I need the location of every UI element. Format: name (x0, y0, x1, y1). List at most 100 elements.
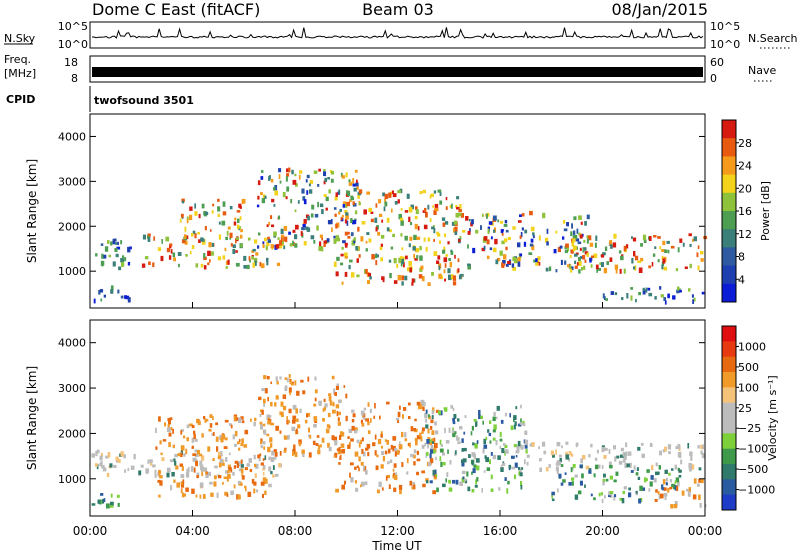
heatmap-cell (568, 482, 572, 486)
heatmap-cell (384, 450, 388, 455)
heatmap-cell (260, 440, 263, 445)
heatmap-cell (270, 471, 273, 475)
heatmap-cell (544, 237, 549, 243)
heatmap-cell (444, 221, 449, 225)
heatmap-cell (278, 168, 282, 173)
heatmap-cell (184, 240, 188, 245)
heatmap-cell (593, 497, 596, 501)
heatmap-cell (433, 228, 436, 234)
heatmap-cell (555, 230, 558, 234)
heatmap-cell (344, 252, 348, 257)
heatmap-cell (117, 459, 121, 463)
heatmap-cell (661, 484, 664, 490)
heatmap-cell (382, 278, 385, 283)
heatmap-cell (284, 377, 288, 380)
heatmap-cell (333, 261, 337, 267)
colorbar-segment (722, 372, 736, 388)
heatmap-cell (233, 484, 236, 489)
heatmap-cell (159, 475, 163, 479)
heatmap-cell (483, 236, 488, 241)
heatmap-cell (459, 481, 463, 486)
heatmap-cell (340, 253, 344, 257)
heatmap-cell (363, 209, 367, 215)
heatmap-cell (434, 442, 438, 448)
heatmap-cell (96, 449, 100, 454)
heatmap-cell (474, 484, 478, 488)
heatmap-cell (191, 233, 194, 237)
heatmap-cell (381, 276, 385, 281)
heatmap-cell (578, 215, 582, 220)
heatmap-cell (101, 263, 104, 267)
heatmap-cell (362, 451, 366, 457)
heatmap-cell (239, 205, 242, 209)
heatmap-cell (427, 237, 431, 242)
heatmap-cell (360, 481, 365, 487)
heatmap-cell (328, 395, 332, 402)
heatmap-cell (181, 198, 185, 203)
heatmap-cell (427, 443, 429, 449)
heatmap-cell (120, 258, 124, 263)
velocity-data-cells (91, 374, 707, 509)
heatmap-cell (653, 235, 657, 238)
heatmap-cell (421, 444, 425, 449)
heatmap-cell (386, 227, 390, 232)
heatmap-cell (375, 226, 378, 232)
heatmap-cell (631, 258, 634, 264)
heatmap-cell (659, 450, 662, 456)
heatmap-cell (440, 444, 443, 447)
heatmap-cell (492, 429, 496, 433)
heatmap-cell (500, 419, 504, 424)
heatmap-cell (642, 289, 646, 295)
heatmap-cell (515, 406, 518, 410)
heatmap-cell (593, 473, 596, 478)
heatmap-cell (469, 218, 471, 222)
heatmap-cell (209, 481, 213, 485)
heatmap-cell (496, 405, 500, 411)
heatmap-cell (351, 409, 355, 413)
heatmap-cell (692, 299, 694, 304)
heatmap-cell (352, 183, 356, 187)
heatmap-cell (241, 420, 245, 424)
heatmap-cell (542, 212, 546, 219)
heatmap-cell (423, 237, 426, 242)
heatmap-cell (201, 471, 204, 477)
heatmap-cell (166, 472, 170, 478)
heatmap-cell (697, 265, 700, 271)
heatmap-cell (467, 244, 469, 249)
heatmap-cell (380, 243, 383, 247)
heatmap-cell (261, 198, 266, 204)
heatmap-cell (262, 241, 265, 246)
heatmap-cell (411, 486, 414, 490)
heatmap-cell (442, 452, 445, 456)
heatmap-cell (212, 416, 214, 421)
heatmap-cell (499, 438, 503, 442)
heatmap-cell (401, 462, 404, 467)
cpid-label: CPID (6, 93, 35, 106)
heatmap-cell (95, 253, 98, 257)
heatmap-cell (543, 450, 547, 455)
nsky-tick-bottom-right: 10^0 (710, 38, 740, 51)
heatmap-cell (94, 463, 98, 467)
heatmap-cell (408, 402, 411, 406)
heatmap-cell (453, 220, 458, 225)
heatmap-cell (333, 436, 338, 442)
heatmap-cell (339, 456, 341, 460)
heatmap-cell (665, 482, 668, 486)
heatmap-cell (405, 255, 408, 260)
heatmap-cell (275, 244, 280, 249)
heatmap-cell (101, 465, 105, 469)
heatmap-cell (638, 292, 641, 296)
heatmap-cell (637, 476, 641, 480)
heatmap-cell (201, 203, 205, 209)
heatmap-cell (112, 239, 116, 245)
heatmap-cell (360, 461, 364, 466)
heatmap-cell (364, 481, 368, 485)
heatmap-cell (222, 482, 224, 485)
heatmap-cell (260, 445, 263, 449)
heatmap-cell (172, 428, 174, 434)
heatmap-cell (413, 253, 416, 259)
heatmap-cell (386, 217, 390, 223)
heatmap-cell (352, 413, 356, 418)
heatmap-cell (365, 447, 369, 451)
heatmap-cell (301, 188, 305, 194)
